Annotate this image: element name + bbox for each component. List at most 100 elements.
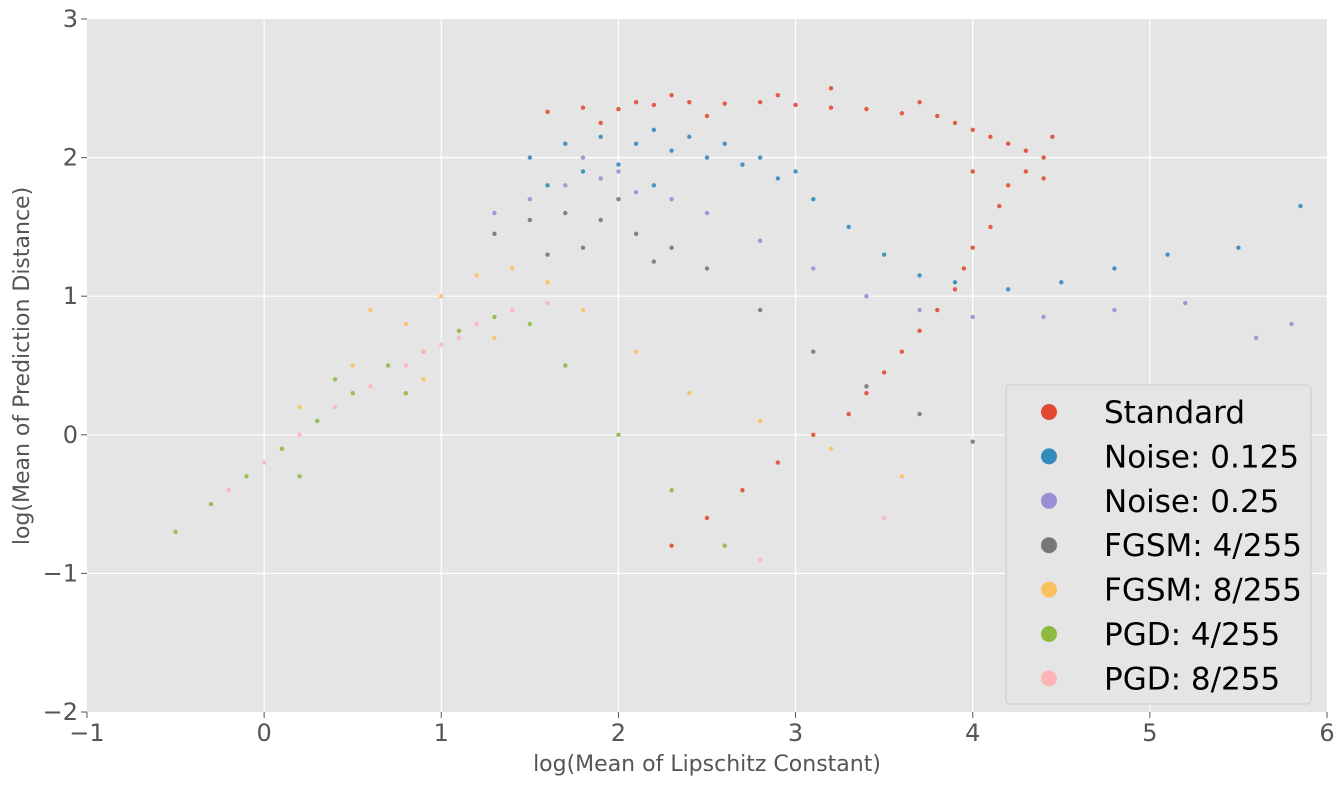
data-point [952,120,958,126]
data-point [332,404,338,410]
data-point [527,217,533,223]
data-point [846,224,851,230]
data-point [793,169,798,174]
data-point [917,411,922,417]
data-point [368,384,373,389]
x-tick-label: 1 [434,719,449,747]
legend-marker [1041,626,1057,642]
data-point [492,231,497,237]
legend-label: FGSM: 4/255 [1104,528,1302,564]
data-point [1023,148,1029,153]
data-point [421,377,426,382]
data-point [598,120,603,126]
data-point [961,266,967,271]
series-0 [545,86,1055,548]
data-point [1023,169,1029,174]
data-point [669,245,674,250]
data-point [616,196,621,202]
data-point [580,169,586,174]
data-point [492,335,497,340]
data-point [545,300,550,306]
data-point [1005,141,1011,146]
data-point [917,99,922,105]
data-point [775,93,781,98]
data-point [828,446,834,451]
data-point [563,183,568,188]
data-point [881,515,887,521]
legend-marker [1041,492,1057,509]
data-point [350,391,355,396]
data-point [864,294,869,299]
data-point [740,162,745,167]
data-point [527,155,533,160]
series-6 [226,300,887,562]
legend-label: PGD: 8/255 [1104,661,1280,697]
data-point [403,321,409,327]
data-point [332,377,338,382]
data-point [226,488,231,493]
data-point [687,99,692,105]
data-point [527,196,533,202]
data-point [580,105,586,110]
data-point [545,183,550,188]
data-point [527,321,533,327]
data-point [421,349,426,354]
data-point [757,155,763,160]
data-point [403,363,409,368]
data-point [970,245,975,250]
data-point [970,314,975,320]
x-tick-label: 5 [1142,719,1157,747]
data-point [598,176,603,181]
data-point [899,111,905,116]
data-point [828,105,834,110]
data-point [563,141,568,146]
y-axis-label: log(Mean of Prediction Distance) [10,187,35,545]
data-point [1183,300,1188,306]
data-point [704,515,710,521]
data-point [757,418,763,424]
data-point [970,439,975,444]
data-point [864,391,869,396]
data-point [616,432,621,437]
data-point [881,252,887,257]
data-point [935,307,940,313]
y-tick-label: −1 [43,559,78,587]
data-point [793,102,798,108]
data-point [651,127,657,133]
x-tick-label: 2 [611,719,626,747]
x-tick-label: −1 [69,719,104,747]
data-point [563,363,568,368]
data-point [633,99,639,105]
data-point [757,307,763,313]
data-point [545,109,550,115]
data-point [492,210,497,216]
data-point [633,190,639,195]
legend-marker [1041,537,1057,554]
data-point [669,148,674,153]
data-point [1165,252,1170,257]
data-point [474,273,479,278]
data-point [633,349,639,354]
data-point [368,307,373,313]
y-tick-label: −2 [43,698,78,726]
data-point [545,280,550,285]
data-point [811,349,816,354]
data-point [669,196,674,202]
legend-marker [1041,581,1057,598]
data-point [403,391,409,396]
legend-label: Noise: 0.125 [1104,439,1299,475]
data-point [811,196,816,202]
data-point [563,210,568,216]
data-point [1059,280,1064,285]
data-point [917,307,922,313]
data-points [173,86,1303,562]
data-point [811,432,816,437]
data-point [828,86,834,91]
series-5 [173,314,727,548]
data-point [439,294,444,299]
data-point [722,141,727,146]
data-point [1041,314,1046,320]
data-point [757,99,763,105]
